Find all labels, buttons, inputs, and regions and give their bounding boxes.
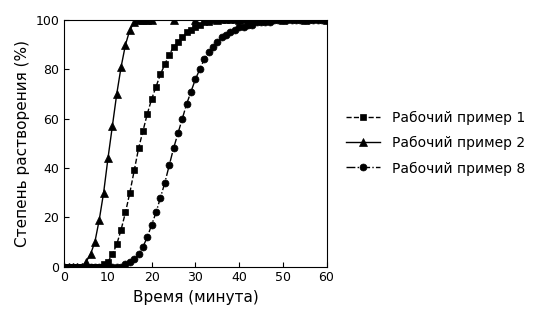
Рабочий пример 1 <box>240 18 247 22</box>
Рабочий пример 2 <box>100 191 107 195</box>
Рабочий пример 2 <box>236 18 243 22</box>
X-axis label: Время (минута): Время (минута) <box>133 290 258 305</box>
Рабочий пример 2 <box>170 18 177 22</box>
Рабочий пример 2 <box>140 18 146 22</box>
Рабочий пример 1 <box>254 18 260 22</box>
Рабочий пример 1 <box>135 146 142 150</box>
Рабочий пример 1 <box>249 18 256 22</box>
Рабочий пример 8 <box>113 265 120 268</box>
Рабочий пример 1 <box>210 18 216 22</box>
Рабочий пример 2 <box>70 265 76 268</box>
Line: Рабочий пример 8: Рабочий пример 8 <box>61 17 330 270</box>
Рабочий пример 1 <box>83 265 90 268</box>
Рабочий пример 8 <box>61 265 68 268</box>
Рабочий пример 2 <box>87 252 94 256</box>
Рабочий пример 2 <box>135 18 142 22</box>
Рабочий пример 1 <box>214 18 221 22</box>
Line: Рабочий пример 2: Рабочий пример 2 <box>60 16 331 271</box>
Рабочий пример 2 <box>122 43 129 47</box>
Рабочий пример 1 <box>232 18 238 22</box>
Рабочий пример 1 <box>131 169 138 172</box>
Рабочий пример 8 <box>201 58 207 61</box>
Рабочий пример 2 <box>104 156 111 160</box>
Рабочий пример 8 <box>122 262 129 266</box>
Рабочий пример 1 <box>92 265 98 268</box>
Рабочий пример 1 <box>65 265 72 268</box>
Рабочий пример 2 <box>323 18 330 22</box>
Рабочий пример 1 <box>183 30 190 34</box>
Рабочий пример 1 <box>74 265 81 268</box>
Рабочий пример 1 <box>100 262 107 266</box>
Рабочий пример 2 <box>144 18 151 22</box>
Рабочий пример 2 <box>118 65 124 69</box>
Рабочий пример 1 <box>166 52 173 56</box>
Рабочий пример 1 <box>79 265 85 268</box>
Рабочий пример 1 <box>170 45 177 49</box>
Рабочий пример 1 <box>104 260 111 264</box>
Рабочий пример 2 <box>126 28 133 32</box>
Рабочий пример 1 <box>175 40 182 44</box>
Рабочий пример 1 <box>122 211 129 214</box>
Y-axis label: Степень растворения (%): Степень растворения (%) <box>15 40 30 247</box>
Рабочий пример 1 <box>205 20 212 24</box>
Рабочий пример 1 <box>245 18 251 22</box>
Рабочий пример 1 <box>258 18 265 22</box>
Рабочий пример 1 <box>301 18 308 22</box>
Рабочий пример 1 <box>126 191 133 195</box>
Рабочий пример 1 <box>109 252 116 256</box>
Рабочий пример 2 <box>192 18 199 22</box>
Рабочий пример 2 <box>83 260 90 264</box>
Рабочий пример 1 <box>140 129 146 133</box>
Рабочий пример 1 <box>162 62 168 66</box>
Рабочий пример 1 <box>236 18 243 22</box>
Рабочий пример 2 <box>96 218 102 222</box>
Рабочий пример 2 <box>74 265 81 268</box>
Рабочий пример 1 <box>192 26 199 29</box>
Line: Рабочий пример 1: Рабочий пример 1 <box>61 17 330 270</box>
Рабочий пример 2 <box>79 265 85 268</box>
Legend: Рабочий пример 1, Рабочий пример 2, Рабочий пример 8: Рабочий пример 1, Рабочий пример 2, Рабо… <box>339 104 532 182</box>
Рабочий пример 2 <box>65 265 72 268</box>
Рабочий пример 2 <box>113 92 120 96</box>
Рабочий пример 1 <box>196 23 203 27</box>
Рабочий пример 2 <box>131 20 138 24</box>
Рабочий пример 1 <box>201 20 207 24</box>
Рабочий пример 1 <box>223 18 229 22</box>
Рабочий пример 2 <box>92 240 98 244</box>
Рабочий пример 1 <box>113 243 120 246</box>
Рабочий пример 8 <box>271 18 277 22</box>
Рабочий пример 1 <box>144 112 151 116</box>
Рабочий пример 1 <box>323 18 330 22</box>
Рабочий пример 8 <box>323 18 330 22</box>
Рабочий пример 1 <box>70 265 76 268</box>
Рабочий пример 1 <box>153 85 159 89</box>
Рабочий пример 8 <box>218 35 225 39</box>
Рабочий пример 2 <box>61 265 68 268</box>
Рабочий пример 2 <box>214 18 221 22</box>
Рабочий пример 1 <box>148 97 155 101</box>
Рабочий пример 1 <box>188 28 194 32</box>
Рабочий пример 1 <box>227 18 234 22</box>
Рабочий пример 1 <box>157 72 164 76</box>
Рабочий пример 1 <box>87 265 94 268</box>
Рабочий пример 2 <box>301 18 308 22</box>
Рабочий пример 8 <box>293 18 299 22</box>
Рабочий пример 2 <box>148 18 155 22</box>
Рабочий пример 1 <box>279 18 286 22</box>
Рабочий пример 2 <box>258 18 265 22</box>
Рабочий пример 2 <box>279 18 286 22</box>
Рабочий пример 1 <box>61 265 68 268</box>
Рабочий пример 1 <box>118 228 124 231</box>
Рабочий пример 1 <box>179 35 185 39</box>
Рабочий пример 1 <box>96 265 102 268</box>
Рабочий пример 8 <box>153 211 159 214</box>
Рабочий пример 2 <box>109 124 116 128</box>
Рабочий пример 1 <box>218 18 225 22</box>
